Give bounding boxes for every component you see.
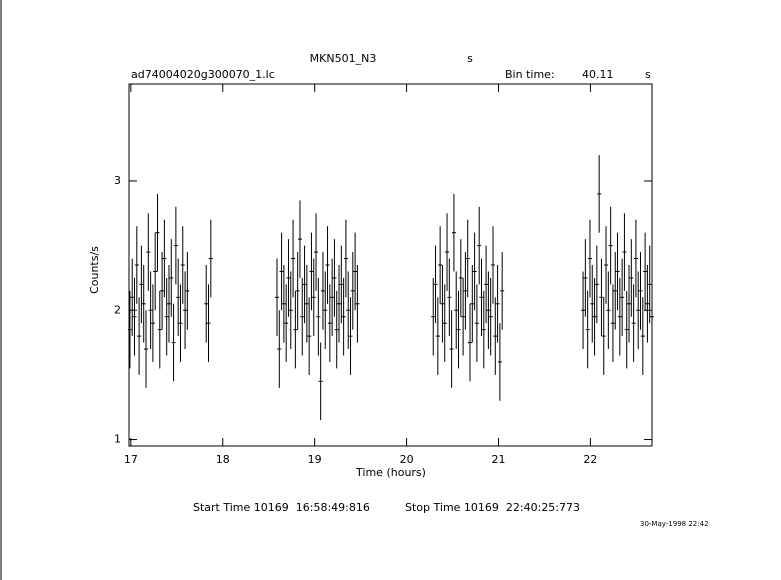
y-tick-label: 2 bbox=[114, 303, 121, 316]
date-stamp: 30-May-1998 22:42 bbox=[640, 520, 709, 528]
start-time: Start Time 10169 16:58:49:816 bbox=[193, 501, 370, 514]
y-tick-label: 3 bbox=[114, 174, 121, 187]
x-tick-label: 19 bbox=[308, 453, 322, 466]
stop-time: Stop Time 10169 22:40:25:773 bbox=[405, 501, 580, 514]
file-name: ad74004020g300070_1.lc bbox=[131, 68, 275, 81]
x-tick-label: 21 bbox=[492, 453, 506, 466]
y-tick-label: 1 bbox=[114, 433, 121, 446]
x-tick-label: 18 bbox=[216, 453, 230, 466]
x-tick-label: 17 bbox=[124, 453, 138, 466]
plot-frame bbox=[128, 83, 653, 447]
bin-time: 40.11 bbox=[582, 68, 614, 81]
title-unit: s bbox=[467, 52, 473, 65]
bin-time-unit: s bbox=[645, 68, 651, 81]
x-axis-label: Time (hours) bbox=[355, 466, 426, 479]
y-axis-label: Counts/s bbox=[88, 246, 101, 294]
chart-title: MKN501_N3 bbox=[310, 52, 377, 65]
x-tick-label: 20 bbox=[400, 453, 414, 466]
bin-time-label: Bin time: bbox=[505, 68, 555, 81]
x-tick-label: 22 bbox=[583, 453, 597, 466]
